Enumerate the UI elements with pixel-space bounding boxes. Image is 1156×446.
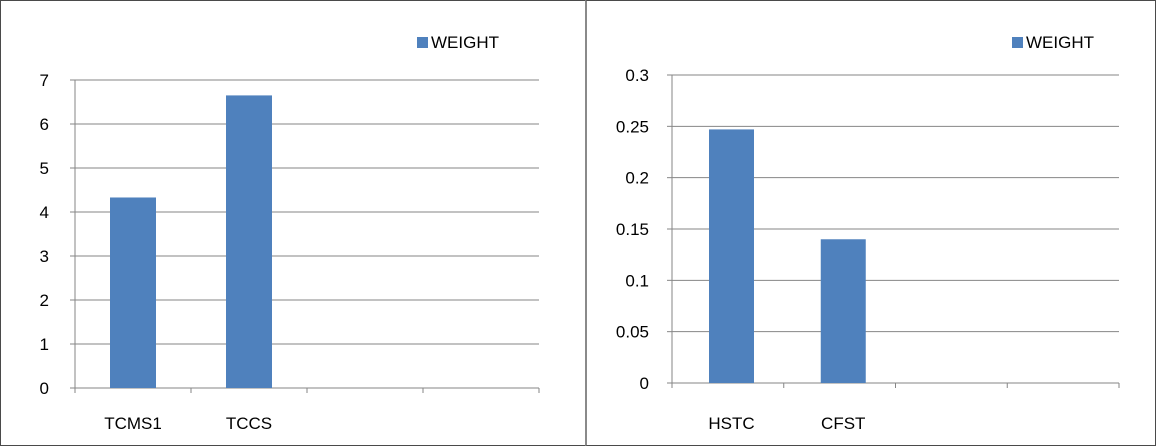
right-y-tick-label: 0.05 (616, 323, 649, 342)
left-legend-swatch (417, 37, 428, 48)
right-legend-swatch (1012, 37, 1023, 48)
right-x-tick-label: CFST (821, 414, 865, 433)
left-y-tick-label: 0 (40, 379, 49, 398)
left-bar-tccs (226, 95, 272, 389)
right-y-tick-label: 0.3 (625, 66, 649, 85)
right-x-tick-label: HSTC (708, 414, 754, 433)
left-bar-tcms1 (110, 197, 156, 388)
right-bar-hstc (709, 129, 754, 383)
bar-chart-right: 0 0.05 0.1 0.15 0.2 0.25 0.3 HSTC CFST WEIGHT (616, 33, 1120, 433)
left-x-tick-label: TCMS1 (104, 414, 162, 433)
right-y-tick-label: 0.15 (616, 220, 649, 239)
left-y-tick-label: 1 (40, 335, 49, 354)
right-y-tick-label: 0 (640, 374, 649, 393)
right-bar-cfst (820, 239, 866, 383)
right-legend-label: WEIGHT (1026, 33, 1094, 52)
left-y-tick-label: 4 (40, 203, 49, 222)
chart-panel-right: 0 0.05 0.1 0.15 0.2 0.25 0.3 HSTC CFST WEIGHT (585, 0, 1156, 446)
left-y-tick-label: 5 (40, 159, 49, 178)
left-y-tick-label: 3 (40, 247, 49, 266)
left-x-tick-label: TCCS (226, 414, 272, 433)
right-y-tick-label: 0.1 (625, 271, 649, 290)
bar-chart-left: 0 1 2 3 4 5 6 7 TCMS1 TCCS WEIGHT (40, 33, 540, 433)
chart-panel-left: 0 1 2 3 4 5 6 7 TCMS1 TCCS WEIGHT (0, 0, 585, 446)
left-legend-label: WEIGHT (431, 33, 499, 52)
right-y-tick-label: 0.2 (625, 169, 649, 188)
left-y-tick-label: 2 (40, 291, 49, 310)
left-y-tick-label: 7 (40, 71, 49, 90)
right-y-tick-label: 0.25 (616, 117, 649, 136)
left-y-tick-label: 6 (40, 115, 49, 134)
